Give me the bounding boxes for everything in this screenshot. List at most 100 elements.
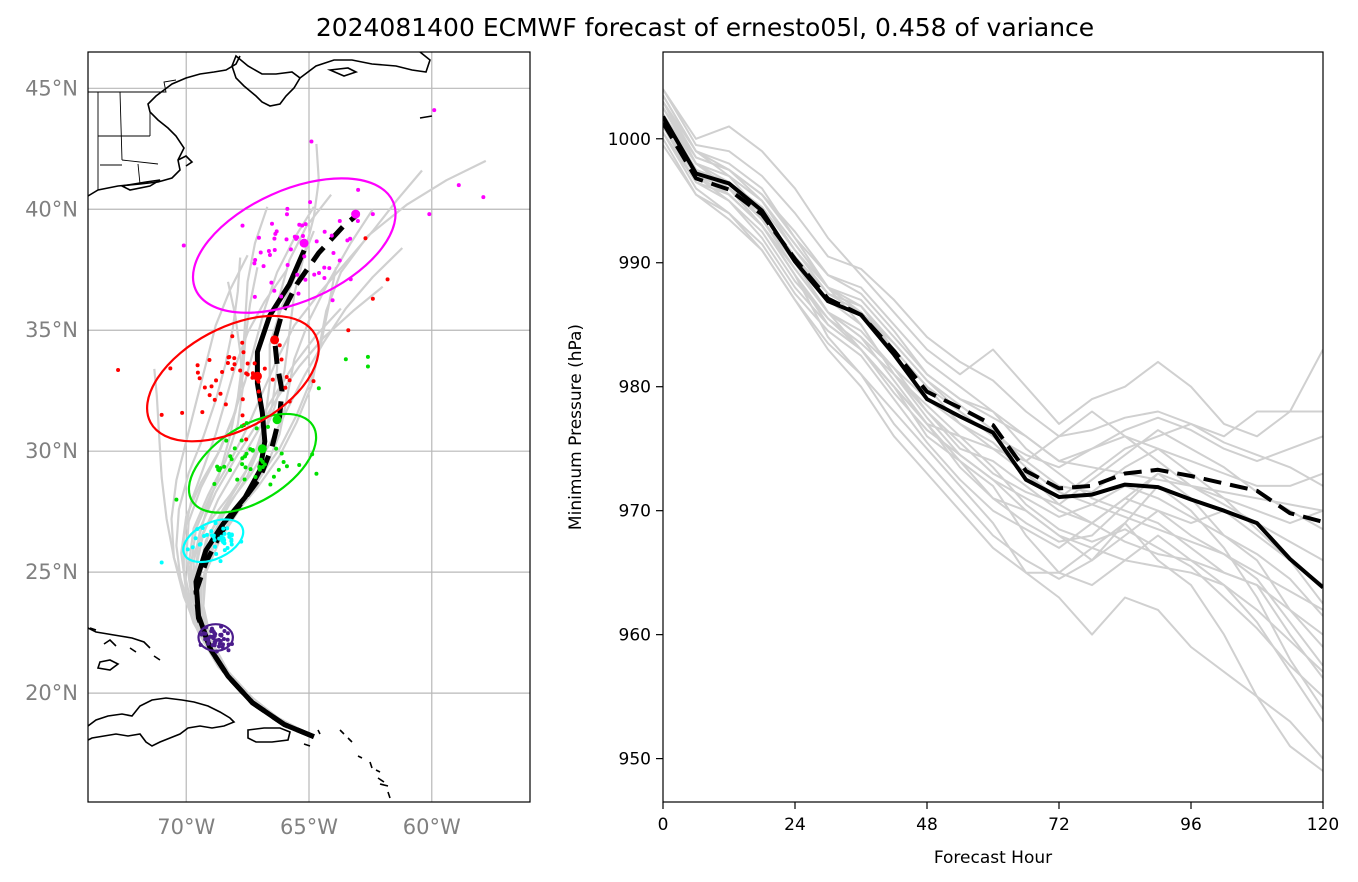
ensemble-position-96h (195, 363, 200, 368)
ensemble-position-120h (258, 250, 263, 255)
map-y-tick-label: 45°N (25, 76, 78, 100)
ensemble-position-72h (240, 462, 245, 467)
ensemble-position-72h (271, 474, 276, 479)
ensemble-position-120h (337, 219, 342, 224)
ensemble-position-24h (217, 641, 222, 646)
ensemble-position-120h (303, 222, 308, 227)
ensemble-position-72h (222, 464, 227, 469)
ensemble-position-72h (228, 454, 233, 459)
mean-marker-120h (351, 209, 361, 219)
ensemble-position-48h (185, 547, 190, 552)
pressure-member-8 (663, 119, 1323, 525)
ellipse-96h (146, 314, 320, 443)
ensemble-position-120h (296, 291, 301, 296)
coastlines (88, 52, 433, 799)
ensemble-positions (116, 108, 486, 654)
pressure-y-ticks: 950 960 970 980 990 1000 (608, 130, 663, 770)
ensemble-position-120h (297, 222, 302, 227)
ensemble-position-72h (212, 481, 217, 486)
maritimes-coastline (299, 52, 431, 79)
pressure-y-tick-label: 950 (619, 750, 651, 770)
ensemble-position-72h (248, 467, 253, 472)
ensemble-position-96h (209, 384, 214, 389)
ensemble-outlier-position (356, 187, 361, 192)
ensemble-outlier-position (481, 195, 486, 200)
pressure-x-axis-label: Forecast Hour (934, 848, 1052, 868)
ensemble-position-96h (180, 410, 185, 415)
ensemble-position-96h (241, 350, 246, 355)
pressure-y-tick-label: 970 (619, 502, 651, 522)
ensemble-position-96h (168, 366, 173, 371)
ensemble-position-48h (221, 536, 226, 541)
ellipse-48h (182, 518, 245, 564)
ensemble-position-24h (211, 630, 216, 635)
ensemble-position-96h (245, 372, 250, 377)
ensemble-position-120h (337, 258, 342, 263)
ensemble-position-72h (297, 463, 302, 468)
ensemble-position-24h (210, 643, 215, 648)
pressure-y-axis-label: Minimum Pressure (hPa) (566, 324, 586, 530)
ensemble-position-48h (213, 521, 218, 526)
pressure-member-15 (663, 113, 1323, 531)
ensemble-position-24h (221, 642, 226, 647)
ensemble-position-96h (230, 367, 235, 372)
map-y-tick-label: 25°N (25, 560, 78, 584)
ensemble-position-48h (212, 538, 217, 543)
canada-border (88, 79, 177, 93)
ensemble-position-96h (287, 378, 292, 383)
pressure-member-17 (663, 101, 1323, 679)
ensemble-outlier-position (363, 236, 368, 241)
pressure-member-21 (663, 94, 1323, 469)
ensemble-position-72h (284, 464, 289, 469)
ensemble-position-120h (267, 253, 272, 258)
map-y-tick-label: 35°N (25, 318, 78, 342)
ensemble-position-72h (314, 471, 319, 476)
ensemble-position-120h (252, 261, 257, 266)
pressure-x-tick-label: 0 (658, 815, 669, 835)
ensemble-position-24h (219, 633, 224, 638)
ensemble-position-24h (206, 641, 211, 646)
ensemble-position-120h (331, 251, 336, 256)
pressure-panel: 0 24 48 72 96 120 950 960 970 980 990 1000 Forecas… (566, 51, 1339, 868)
ensemble-position-96h (240, 340, 245, 345)
mean-marker-96h (270, 335, 280, 345)
ensemble-position-48h (222, 531, 227, 536)
ensemble-position-96h (218, 391, 223, 396)
ensemble-position-120h (285, 262, 290, 267)
ensemble-position-96h (244, 437, 249, 442)
pressure-member-0 (663, 88, 1323, 438)
ensemble-position-96h (197, 376, 202, 381)
ensemble-position-96h (283, 385, 288, 390)
ensemble-position-72h (254, 426, 259, 431)
ensemble-position-120h (295, 272, 300, 277)
ensemble-position-96h (220, 369, 225, 374)
ensemble-outlier-position (385, 277, 390, 282)
ensemble-position-96h (214, 378, 219, 383)
ellipse-120h (191, 177, 397, 314)
ensemble-position-96h (262, 366, 267, 371)
ensemble-position-120h (348, 236, 353, 241)
pressure-member-13 (663, 88, 1323, 487)
ensemble-position-48h (221, 526, 226, 531)
ensemble-position-96h (227, 355, 232, 360)
pressure-solid-line (663, 115, 1323, 590)
ensemble-position-48h (204, 532, 209, 537)
ensemble-position-120h (240, 223, 245, 228)
ensemble-position-72h (260, 465, 265, 470)
ensemble-position-48h (214, 552, 219, 557)
ensemble-position-120h (269, 221, 274, 226)
ensemble-position-72h (253, 474, 258, 479)
ensemble-position-96h (230, 334, 235, 339)
ensemble-position-48h (212, 544, 217, 549)
long-island-coastline (119, 179, 161, 191)
ensemble-position-120h (330, 298, 335, 303)
ensemble-position-120h (285, 206, 290, 211)
ensemble-position-120h (272, 236, 277, 241)
sable-island (419, 115, 433, 119)
mean-marker-120h (299, 238, 309, 248)
ensemble-position-96h (207, 358, 212, 363)
map-longitude-labels: 70°W 65°W 60°W (157, 815, 461, 839)
ensemble-position-24h (221, 636, 226, 641)
pressure-x-ticks: 0 24 48 72 96 120 (658, 802, 1339, 835)
